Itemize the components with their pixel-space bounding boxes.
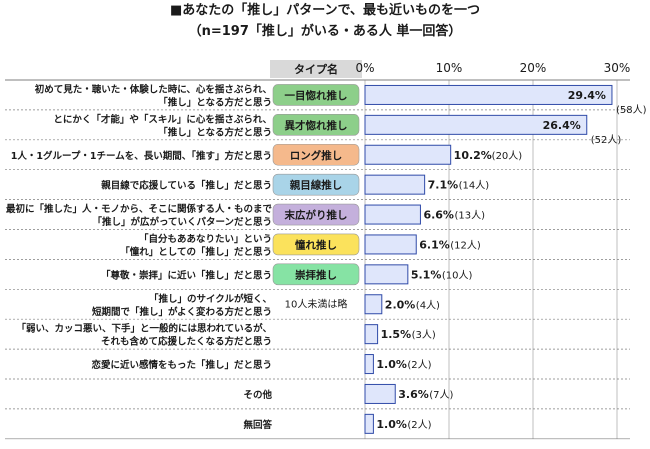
row-description: 「推し」のサイクルが短く、 — [149, 293, 272, 305]
bar-value-label: 1.0% — [376, 358, 407, 371]
type-badge — [272, 263, 360, 286]
bar-count-label: (3人) — [412, 329, 436, 341]
bar-count-label: (20人) — [492, 150, 523, 162]
type-badge-label: 一目惚れ推し — [285, 89, 348, 102]
bar — [364, 383, 396, 404]
bar-value-label: 1.0% — [376, 418, 407, 431]
row-description: 無回答 — [243, 419, 272, 431]
type-badge-label: 異才惚れ推し — [285, 119, 348, 132]
type-badge-label: ロング推し — [290, 149, 343, 162]
row-description: 最初に「推した」人・モノから、そこに関係する人・ものまで — [6, 203, 273, 215]
row-description: 「弱い、カッコ悪い、下手」と一般的には思われているが、 — [16, 323, 272, 335]
bar — [364, 114, 588, 135]
bar-value-label: 6.1% — [419, 238, 450, 251]
bar — [364, 413, 374, 434]
bar-value-label: 29.4% — [568, 89, 606, 102]
type-badge — [272, 84, 360, 106]
bar-value-label: 7.1% — [428, 179, 459, 192]
bar — [364, 174, 426, 195]
bar-count-label: (10人) — [442, 269, 473, 281]
bar-count-label: (7人) — [429, 389, 453, 401]
bar — [364, 264, 409, 285]
row-description: 「憧れ」としての「推し」だと思う — [120, 246, 272, 258]
row-description: 「推し」となる方だと思う — [158, 96, 272, 108]
row-description: 「尊敬・崇拝」に近い「推し」だと思う — [101, 269, 272, 281]
chart-title: ■あなたの「推し」パターンで、最も近いものを一つ — [169, 3, 481, 18]
bar-count-label: (52人) — [591, 134, 622, 146]
bar-value-label: 2.0% — [385, 298, 416, 311]
bar-value-label: 3.6% — [398, 388, 429, 401]
bar — [364, 354, 374, 375]
type-badge-label: 崇拝推し — [295, 268, 337, 281]
x-tick-label: 20% — [520, 61, 547, 75]
type-badge-label: 末広がり推し — [285, 209, 348, 222]
bar-value-label: 1.5% — [381, 328, 412, 341]
bar — [364, 234, 417, 255]
bar-value-label: 6.6% — [423, 209, 454, 222]
row-description: 1人・1グループ・1チームを、長い期間、「推す」方だと思う — [11, 150, 272, 162]
bar-count-label: (4人) — [416, 299, 440, 311]
bar-count-label: (14人) — [459, 180, 490, 192]
bar-value-label: 26.4% — [543, 119, 581, 132]
row-description: 初めて見た・聴いた・体験した時に、心を揺さぶられ、 — [35, 83, 272, 95]
bar-value-label: 5.1% — [411, 268, 442, 281]
type-badge — [272, 114, 360, 136]
type-badge-label: 親目線推し — [290, 179, 343, 192]
x-tick-label: 10% — [436, 61, 463, 75]
type-badge-label: 憧れ推し — [295, 238, 337, 251]
row-description: 「推し」が広がっていくパターンだと思う — [92, 216, 272, 228]
bar — [364, 84, 613, 105]
bar — [364, 204, 421, 225]
x-tick-label: 0% — [355, 61, 374, 75]
bar-value-label: 10.2% — [454, 149, 492, 162]
type-column-header: タイプ名 — [270, 60, 362, 78]
type-badge — [272, 203, 360, 226]
bar — [364, 294, 383, 315]
bar-count-label: (2人) — [407, 419, 431, 431]
row-description: 「自分もああなりたい」という — [139, 233, 272, 245]
bar — [364, 324, 379, 345]
type-badge — [272, 233, 360, 256]
row-description: 親目線で応援している「推し」だと思う — [101, 180, 272, 192]
bar-count-label: (58人) — [616, 104, 647, 116]
row-description: その他 — [243, 389, 272, 401]
bar-count-label: (2人) — [407, 359, 431, 371]
bar — [364, 144, 452, 165]
row-description: 恋愛に近い感情をもった「推し」だと思う — [91, 359, 272, 371]
type-badge — [272, 143, 360, 166]
row-description: 短期間で「推し」がよく変わる方だと思う — [92, 306, 272, 318]
row-description: とにかく「才能」や「スキル」に心を揺さぶられ、 — [53, 113, 272, 125]
chart-subtitle: （n=197「推し」がいる・ある人 単一回答） — [188, 24, 462, 39]
row-description: 「推し」となる方だと思う — [158, 126, 272, 138]
bar-count-label: (13人) — [454, 210, 485, 222]
x-tick-label: 30% — [604, 61, 631, 75]
bar-count-label: (12人) — [450, 239, 481, 251]
type-badge — [272, 173, 360, 196]
small-n-note: 10人未満は略 — [285, 297, 348, 310]
row-description: それも含めて応援したくなる方だと思う — [101, 336, 272, 348]
